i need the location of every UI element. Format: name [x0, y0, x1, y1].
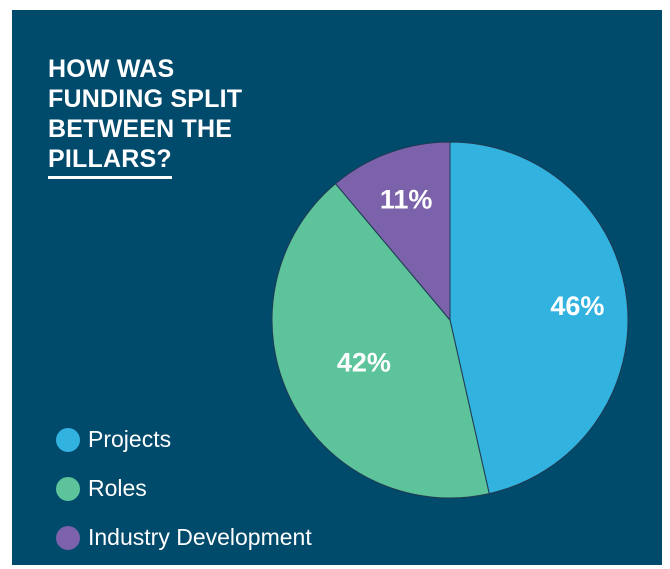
- pie-label-roles: 42%: [337, 348, 391, 378]
- legend-label-roles: Roles: [88, 475, 147, 502]
- chart-panel: HOW WAS FUNDING SPLIT BETWEEN THE PILLAR…: [12, 10, 662, 565]
- chart-legend: Projects Roles Industry Development: [56, 415, 312, 562]
- legend-item-roles: Roles: [56, 464, 312, 513]
- legend-label-industry-development: Industry Development: [88, 524, 312, 551]
- pie-label-industry-development: 11%: [380, 185, 433, 215]
- pie-label-projects: 46%: [550, 291, 604, 321]
- legend-swatch-roles: [56, 477, 80, 501]
- legend-label-projects: Projects: [88, 426, 171, 453]
- legend-item-projects: Projects: [56, 415, 312, 464]
- legend-item-industry-development: Industry Development: [56, 513, 312, 562]
- legend-swatch-industry-development: [56, 526, 80, 550]
- legend-swatch-projects: [56, 428, 80, 452]
